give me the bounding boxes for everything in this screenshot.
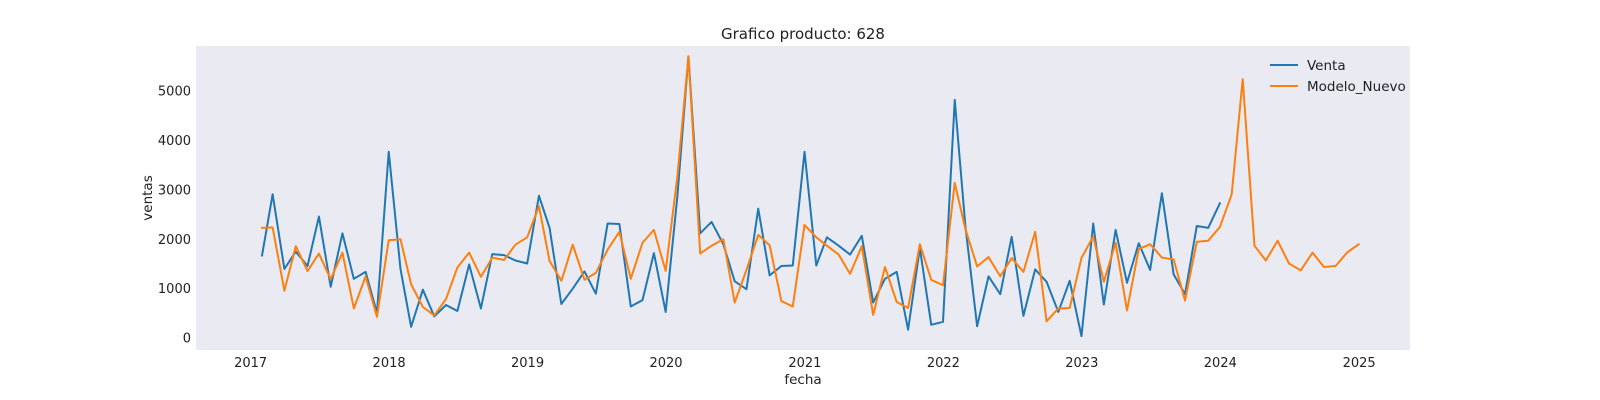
y-tick-label: 1000 — [158, 282, 191, 297]
x-tick-label: 2018 — [373, 356, 406, 371]
series-layer — [261, 55, 1360, 338]
y-tick-label: 2000 — [158, 233, 191, 248]
x-axis: 2017 2018 2019 2020 2021 2022 2023 2024 2025 — [234, 356, 1376, 371]
x-tick-label: 2023 — [1065, 356, 1098, 371]
y-tick-label: 5000 — [158, 84, 191, 99]
y-axis-label: ventas — [140, 175, 156, 220]
legend-label: Venta — [1307, 58, 1346, 74]
x-tick-label: 2019 — [511, 356, 544, 371]
x-tick-label: 2024 — [1204, 356, 1237, 371]
x-axis-label: fecha — [784, 372, 821, 388]
legend-label: Modelo_Nuevo — [1307, 79, 1406, 95]
plot-area — [196, 46, 1410, 350]
x-tick-label: 2017 — [234, 356, 267, 371]
y-tick-label: 3000 — [158, 183, 191, 198]
x-tick-label: 2021 — [788, 356, 821, 371]
x-tick-label: 2022 — [927, 356, 960, 371]
x-tick-label: 2020 — [649, 356, 682, 371]
legend: Venta Modelo_Nuevo — [1270, 58, 1406, 95]
x-tick-label: 2025 — [1343, 356, 1376, 371]
chart-title: Grafico producto: 628 — [721, 25, 885, 43]
y-axis: 0 1000 2000 3000 4000 5000 — [158, 84, 191, 346]
series-line-modelo-nuevo — [261, 55, 1360, 323]
y-tick-label: 0 — [183, 332, 191, 347]
y-tick-label: 4000 — [158, 134, 191, 149]
